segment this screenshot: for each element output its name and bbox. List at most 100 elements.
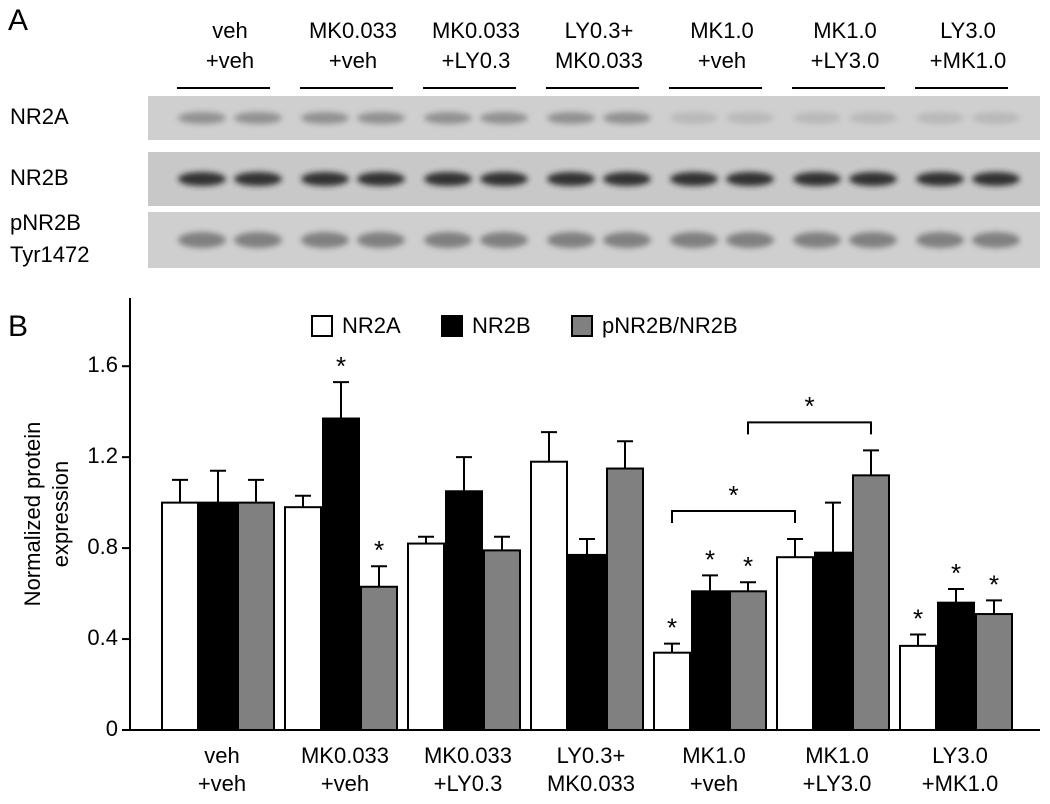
bar (322, 417, 360, 731)
blot-group-label: MK1.0 (690, 18, 754, 43)
blot-group-label: LY3.0 (940, 18, 996, 43)
error-bar (456, 456, 472, 492)
blot-band (547, 232, 595, 248)
bar (975, 613, 1013, 732)
bar (360, 585, 398, 731)
legend-label: NR2B (472, 313, 531, 338)
blot-band (547, 172, 595, 186)
blot-row-label: NR2B (10, 165, 69, 190)
blot-band (234, 172, 282, 186)
y-tick-label: 0.8 (87, 534, 118, 559)
y-tick-label: 0 (106, 716, 118, 741)
blot-band (178, 112, 226, 124)
blot-band (972, 112, 1020, 124)
legend-swatch (441, 315, 463, 337)
blot-band (793, 112, 841, 124)
significance-star: * (743, 551, 753, 581)
blot-band (357, 232, 405, 248)
bar (568, 553, 606, 732)
x-tick-label: +veh (321, 771, 369, 796)
blot-band (849, 232, 897, 248)
bracket-star: * (728, 480, 738, 510)
blot-group-label: MK0.033 (432, 18, 520, 43)
error-bar (664, 642, 680, 653)
blot-group-label: MK0.033 (555, 48, 643, 73)
error-bar (172, 478, 188, 503)
blot-band (916, 232, 964, 248)
bar (814, 551, 852, 732)
panel-label: B (8, 310, 28, 343)
bar (530, 460, 568, 731)
legend-label: NR2A (342, 313, 401, 338)
blot-band (670, 172, 718, 186)
error-bar (740, 581, 756, 592)
legend-swatch (571, 315, 593, 337)
x-tick-label: MK0.033 (547, 771, 635, 796)
y-tick-label: 1.2 (87, 443, 118, 468)
x-tick-label: LY0.3+ (557, 743, 626, 768)
blot-band (547, 112, 595, 124)
blot-band (301, 112, 349, 124)
x-tick-label: LY3.0 (932, 743, 988, 768)
blot-row-label: pNR2B (10, 210, 81, 235)
error-bar (333, 381, 349, 419)
blot-group-label: +veh (206, 48, 254, 73)
y-tick-label: 0.4 (87, 625, 118, 650)
error-bar (986, 599, 1002, 615)
significance-star: * (951, 558, 961, 588)
error-bar (702, 574, 718, 592)
significance-star: * (336, 351, 346, 381)
blot-band (849, 112, 897, 124)
bar (161, 501, 199, 732)
error-bar (541, 431, 557, 462)
blot-band (916, 112, 964, 124)
x-tick-label: MK0.033 (301, 743, 389, 768)
error-bar (418, 535, 434, 544)
bar (852, 474, 890, 732)
bar (237, 501, 275, 732)
x-tick-label: +veh (198, 771, 246, 796)
blot-band (301, 172, 349, 186)
blot-group-label: +LY3.0 (811, 48, 880, 73)
y-axis-label: Normalized protein (20, 422, 45, 607)
error-bar (295, 494, 311, 508)
blot-band (178, 232, 226, 248)
blot-band (793, 232, 841, 248)
blot-band (301, 232, 349, 248)
blot-group-label: MK1.0 (813, 18, 877, 43)
x-tick-label: MK1.0 (682, 743, 746, 768)
bar (653, 651, 691, 732)
blot-band (357, 172, 405, 186)
error-bar (494, 535, 510, 551)
blot-band (234, 232, 282, 248)
error-bar (579, 538, 595, 555)
significance-star: * (989, 569, 999, 599)
blot-group-label: +veh (698, 48, 746, 73)
legend-label: pNR2B/NR2B (602, 313, 738, 338)
blot-band (916, 172, 964, 186)
blot-band (234, 112, 282, 124)
significance-star: * (374, 535, 384, 565)
blot-row-label: Tyr1472 (10, 242, 90, 267)
bar (407, 542, 445, 732)
error-bar (371, 565, 387, 587)
bar (199, 501, 237, 732)
x-tick-label: +LY0.3 (434, 771, 503, 796)
blot-band (424, 232, 472, 248)
bar (284, 506, 322, 732)
bar (445, 490, 483, 731)
blot-band (726, 112, 774, 124)
significance-star: * (705, 544, 715, 574)
bar (483, 549, 521, 732)
x-tick-label: +LY3.0 (803, 771, 872, 796)
error-bar (787, 538, 803, 558)
error-bar (863, 449, 879, 476)
significance-star: * (913, 603, 923, 633)
blot-band (480, 232, 528, 248)
x-tick-label: +veh (690, 771, 738, 796)
blot-band (670, 112, 718, 124)
error-bar (948, 588, 964, 603)
blot-group-label: +veh (329, 48, 377, 73)
blot-band (424, 112, 472, 124)
blot-band (793, 172, 841, 186)
